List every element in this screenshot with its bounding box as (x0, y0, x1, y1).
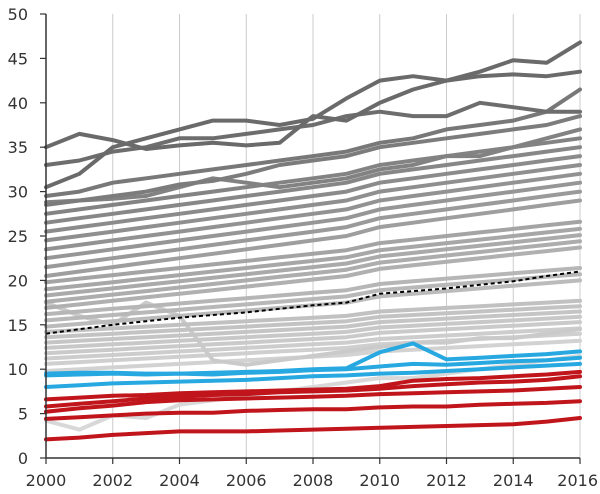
x-tick-label-2014: 2014 (493, 471, 534, 490)
background-series-group (44, 40, 582, 432)
background-series-line-13 (44, 198, 582, 278)
background-series-line-24 (44, 309, 582, 345)
y-tick-label-35: 35 (8, 138, 28, 157)
red-series-line-0 (44, 416, 582, 442)
background-series-line-5 (44, 127, 582, 205)
blue-series-group (44, 341, 582, 389)
red-series-line-2 (44, 385, 582, 414)
x-tick-label-2010: 2010 (359, 471, 400, 490)
background-series-line-14 (44, 219, 582, 285)
axes: 0 5 10 15 20 25 30 35 40 45 50 2000 2002 2004 2006 2008… (8, 5, 598, 490)
x-tick-label-2006: 2006 (226, 471, 267, 490)
background-series-line-17 (44, 239, 582, 304)
x-tick-label-2004: 2004 (159, 471, 200, 490)
background-series-line-1 (44, 40, 582, 190)
y-tick-label-25: 25 (8, 227, 28, 246)
x-tick-label-2002: 2002 (92, 471, 133, 490)
background-series-line-0 (44, 69, 582, 151)
y-tick-label-50: 50 (8, 5, 28, 24)
background-series-line-7 (44, 145, 582, 225)
background-series-line-19 (44, 266, 582, 317)
y-tick-label-20: 20 (8, 271, 28, 290)
background-series-line-12 (44, 189, 582, 270)
background-series-line-27 (44, 326, 582, 361)
red-series-line-4 (44, 369, 582, 402)
background-series-line-22 (44, 298, 582, 334)
y-tick-label-45: 45 (8, 49, 28, 68)
background-series-line-23 (44, 304, 582, 340)
x-tick-label-2016: 2016 (557, 471, 598, 490)
background-series-line-8 (44, 154, 582, 234)
background-series-line-3 (44, 87, 582, 198)
x-tick-label-2008: 2008 (293, 471, 334, 490)
y-tick-label-15: 15 (8, 316, 28, 335)
x-tick-label-2000: 2000 (26, 471, 67, 490)
background-series-line-29 (44, 300, 582, 367)
red-series-line-1 (44, 399, 582, 421)
y-tick-label-5: 5 (18, 405, 28, 424)
blue-series-line-0 (44, 361, 582, 389)
y-tick-label-0: 0 (18, 449, 28, 468)
blue-series-line-2 (44, 341, 582, 376)
background-series-line-6 (44, 136, 582, 216)
background-series-line-10 (44, 171, 582, 252)
background-series-line-16 (44, 233, 582, 298)
reference-dashed-line (45, 270, 581, 335)
background-series-line-11 (44, 180, 582, 261)
reference-series-group (45, 270, 581, 335)
y-tick-label-40: 40 (8, 94, 28, 113)
y-tick-label-30: 30 (8, 183, 28, 202)
background-series-line-4 (44, 114, 582, 207)
background-series-line-18 (44, 245, 582, 310)
background-series-line-2 (44, 100, 582, 167)
y-tick-label-10: 10 (8, 360, 28, 379)
background-series-line-15 (44, 226, 582, 292)
background-series-line-25 (44, 314, 582, 350)
background-series-line-20 (44, 272, 582, 323)
background-series-line-9 (44, 163, 582, 243)
red-series-group (44, 369, 582, 442)
x-tick-label-2012: 2012 (426, 471, 467, 490)
background-series-line-26 (44, 320, 582, 356)
